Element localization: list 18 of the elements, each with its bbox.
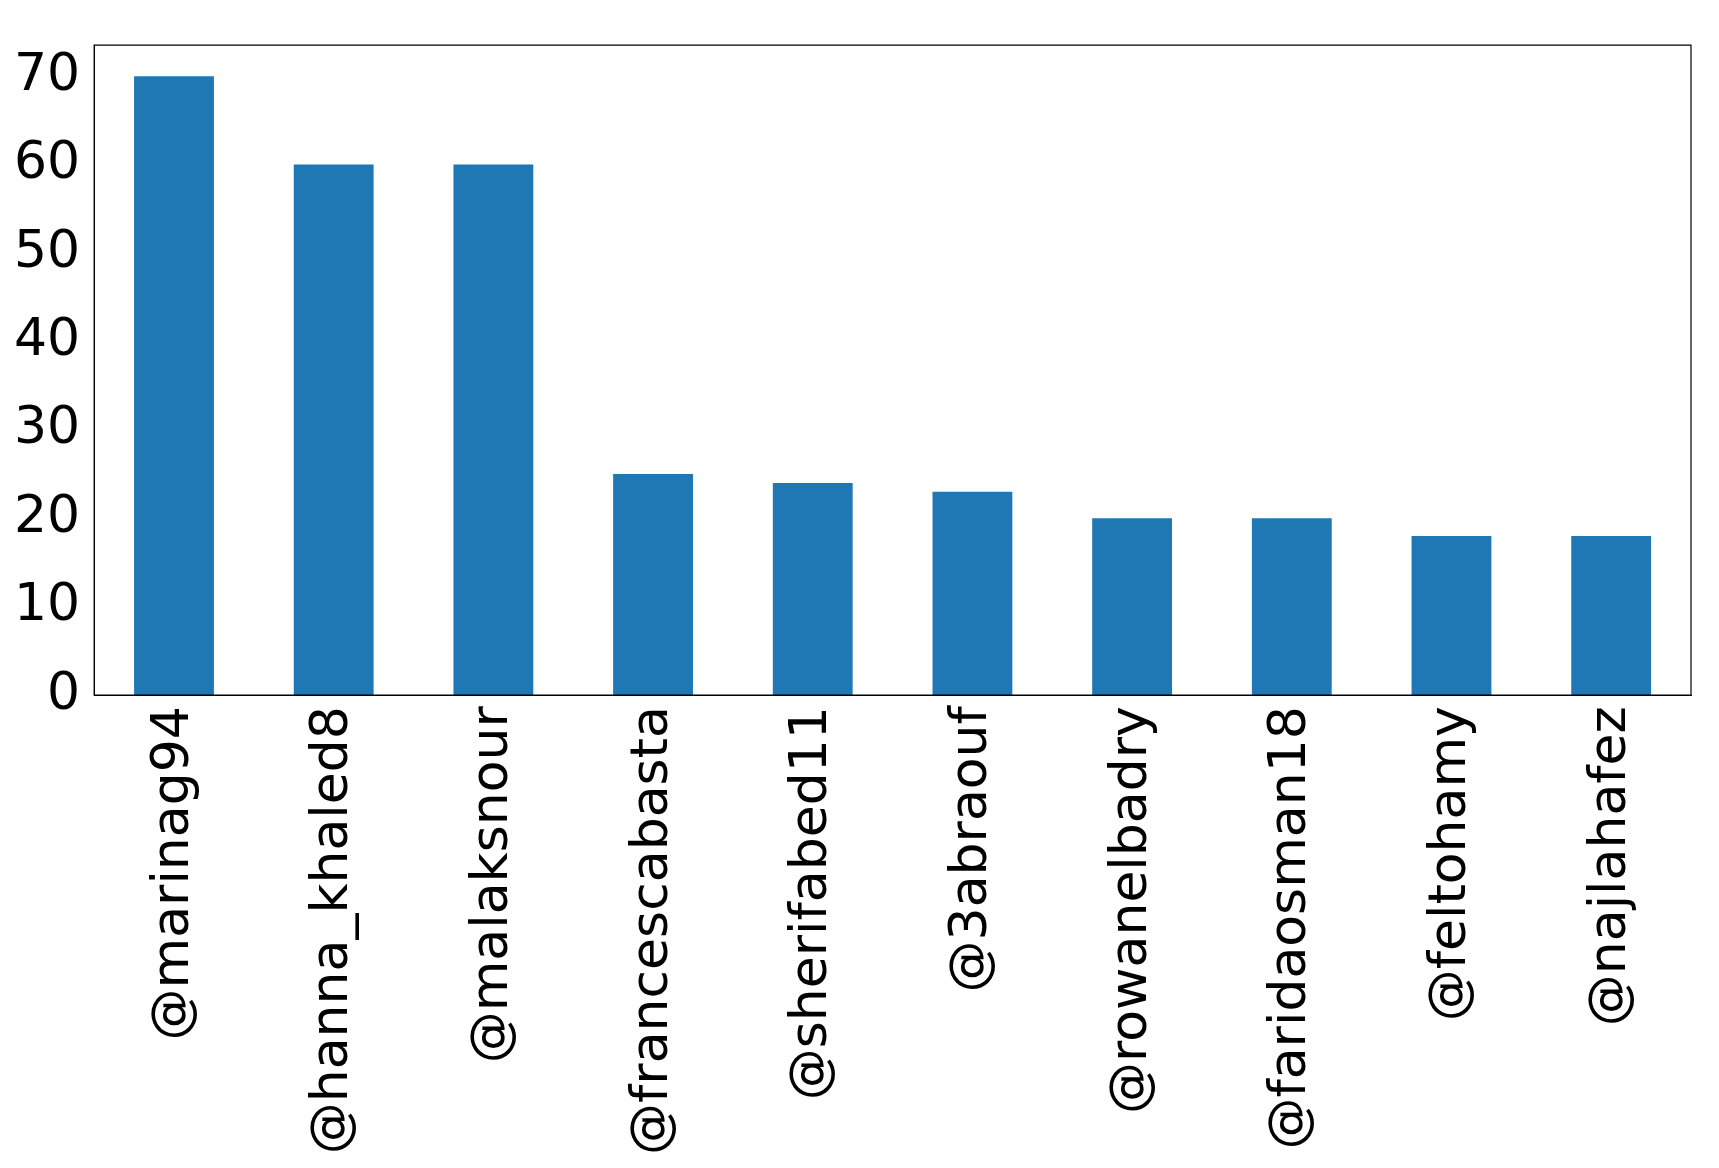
- y-tick-label: 10: [14, 572, 81, 633]
- x-tick-label: @rowanelbadry: [1097, 706, 1158, 1115]
- x-tick-label: @marinag94: [139, 706, 200, 1041]
- x-tick-label: @malaksnour: [458, 705, 519, 1064]
- y-tick-label: 60: [14, 130, 81, 191]
- y-tick-label: 40: [14, 306, 81, 367]
- y-tick-label: 70: [14, 41, 81, 102]
- y-tick-label: 50: [14, 218, 81, 279]
- y-tick-label: 0: [47, 660, 81, 721]
- y-tick-label: 30: [14, 395, 81, 456]
- x-tick-label: @hanna_khaled8: [299, 706, 360, 1155]
- y-tick-label: 20: [14, 483, 81, 544]
- x-tick-label: @3abraouf: [937, 704, 998, 993]
- x-tick-label: @francescabasta: [618, 706, 679, 1155]
- x-tick-label: @feltohamy: [1416, 706, 1477, 1022]
- x-tick-label: @faridaosman18: [1257, 706, 1318, 1150]
- x-tick-label: @najlahafez: [1576, 706, 1637, 1027]
- x-tick-label: @sherifabed11: [778, 706, 839, 1101]
